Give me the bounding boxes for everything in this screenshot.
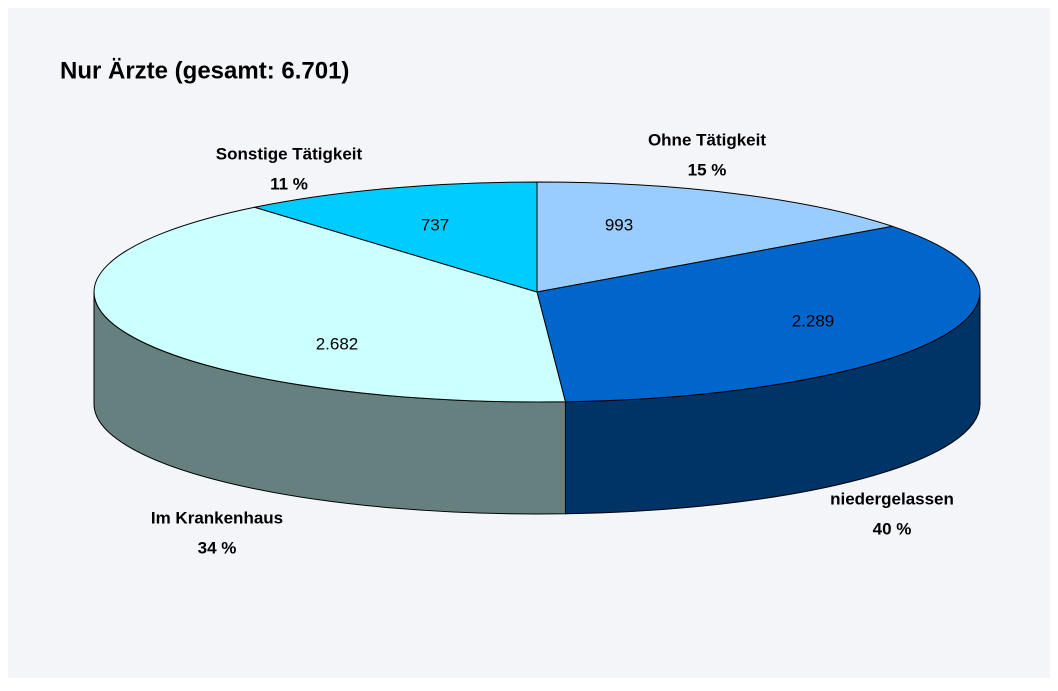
category-label: niedergelassen [830,489,954,508]
percent-label: 40 % [873,519,912,538]
slice [536,225,981,403]
pie: 993 Ohne Tätigkeit 15 % 2.289 niedergelassen… [93,130,981,557]
slice [254,181,538,293]
slice [93,206,567,403]
slice [536,181,893,293]
category-label: Ohne Tätigkeit [648,130,766,149]
chart-title: Nur Ärzte (gesamt: 6.701) [60,57,349,84]
value-label: 2.289 [792,311,835,330]
percent-label: 34 % [198,538,237,557]
value-label: 2.682 [316,334,359,353]
value-label: 993 [605,215,633,234]
category-label: Sonstige Tätigkeit [216,144,363,163]
percent-label: 11 % [270,174,308,193]
value-label: 737 [421,215,449,234]
category-label: Im Krankenhaus [151,508,283,527]
percent-label: 15 % [688,160,727,179]
